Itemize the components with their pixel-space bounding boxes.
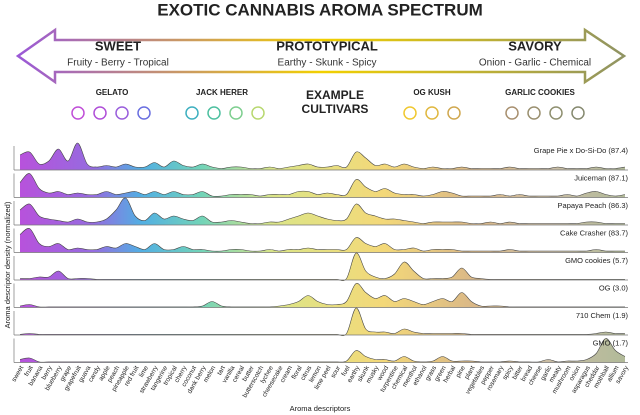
ridge-line [19, 197, 625, 224]
ridge-area [20, 228, 625, 253]
x-tick-label: fuel [340, 364, 352, 377]
ridge-line [19, 283, 625, 308]
group-descriptors: Earthy - Skunk - Spicy [278, 58, 377, 69]
series-label: Cake Crasher (83.7) [560, 228, 628, 237]
series-label: 710 Chem (1.9) [576, 311, 629, 320]
cultivar-name: GARLIC COOKIES [505, 88, 575, 97]
ridge-line [19, 142, 626, 169]
series-label: Papaya Peach (86.3) [558, 201, 629, 210]
group-heading: SWEET [95, 38, 141, 53]
series-label: GMO cookies (5.7) [565, 256, 628, 265]
cultivar-icons [71, 106, 585, 120]
ridge-area [20, 307, 625, 336]
group-descriptors: Onion - Garlic - Chemical [479, 58, 591, 69]
group-heading: SAVORY [508, 38, 562, 53]
cultivar-name: OG KUSH [413, 88, 451, 97]
ridge-line [19, 338, 626, 363]
cultivar-name: GELATO [96, 88, 129, 97]
x-tick-label: tart [216, 365, 227, 377]
ridge-line [19, 173, 626, 197]
cultivars-heading: EXAMPLE [306, 88, 364, 102]
group-heading: PROTOTYPICAL [276, 38, 378, 53]
series-label: Juiceman (87.1) [574, 173, 628, 182]
ridge-area [20, 338, 625, 363]
ridge-area [20, 252, 625, 281]
cultivars-heading: CULTIVARS [302, 102, 369, 116]
x-tick-label: fruit [23, 365, 35, 378]
ridge-line [19, 252, 625, 281]
x-axis-label: Aroma descriptors [290, 404, 351, 413]
series-label: GMO (1.7) [593, 338, 629, 347]
title: EXOTIC CANNABIS AROMA SPECTRUM [157, 0, 483, 19]
ridge-area [20, 142, 625, 170]
ridge-area [20, 283, 625, 308]
y-axis-label: Aroma descriptor density (normalized) [3, 201, 12, 328]
group-descriptors: Fruity - Berry - Tropical [67, 58, 169, 69]
ridge-line [19, 307, 626, 336]
cultivar-name: JACK HERER [196, 88, 248, 97]
ridge-area [20, 197, 625, 225]
ridge-line [19, 227, 625, 252]
spectrum-arrow [15, 27, 627, 85]
series-label: Grape Pie x Do-Si-Do (87.4) [534, 146, 629, 155]
series-label: OG (3.0) [599, 283, 629, 292]
